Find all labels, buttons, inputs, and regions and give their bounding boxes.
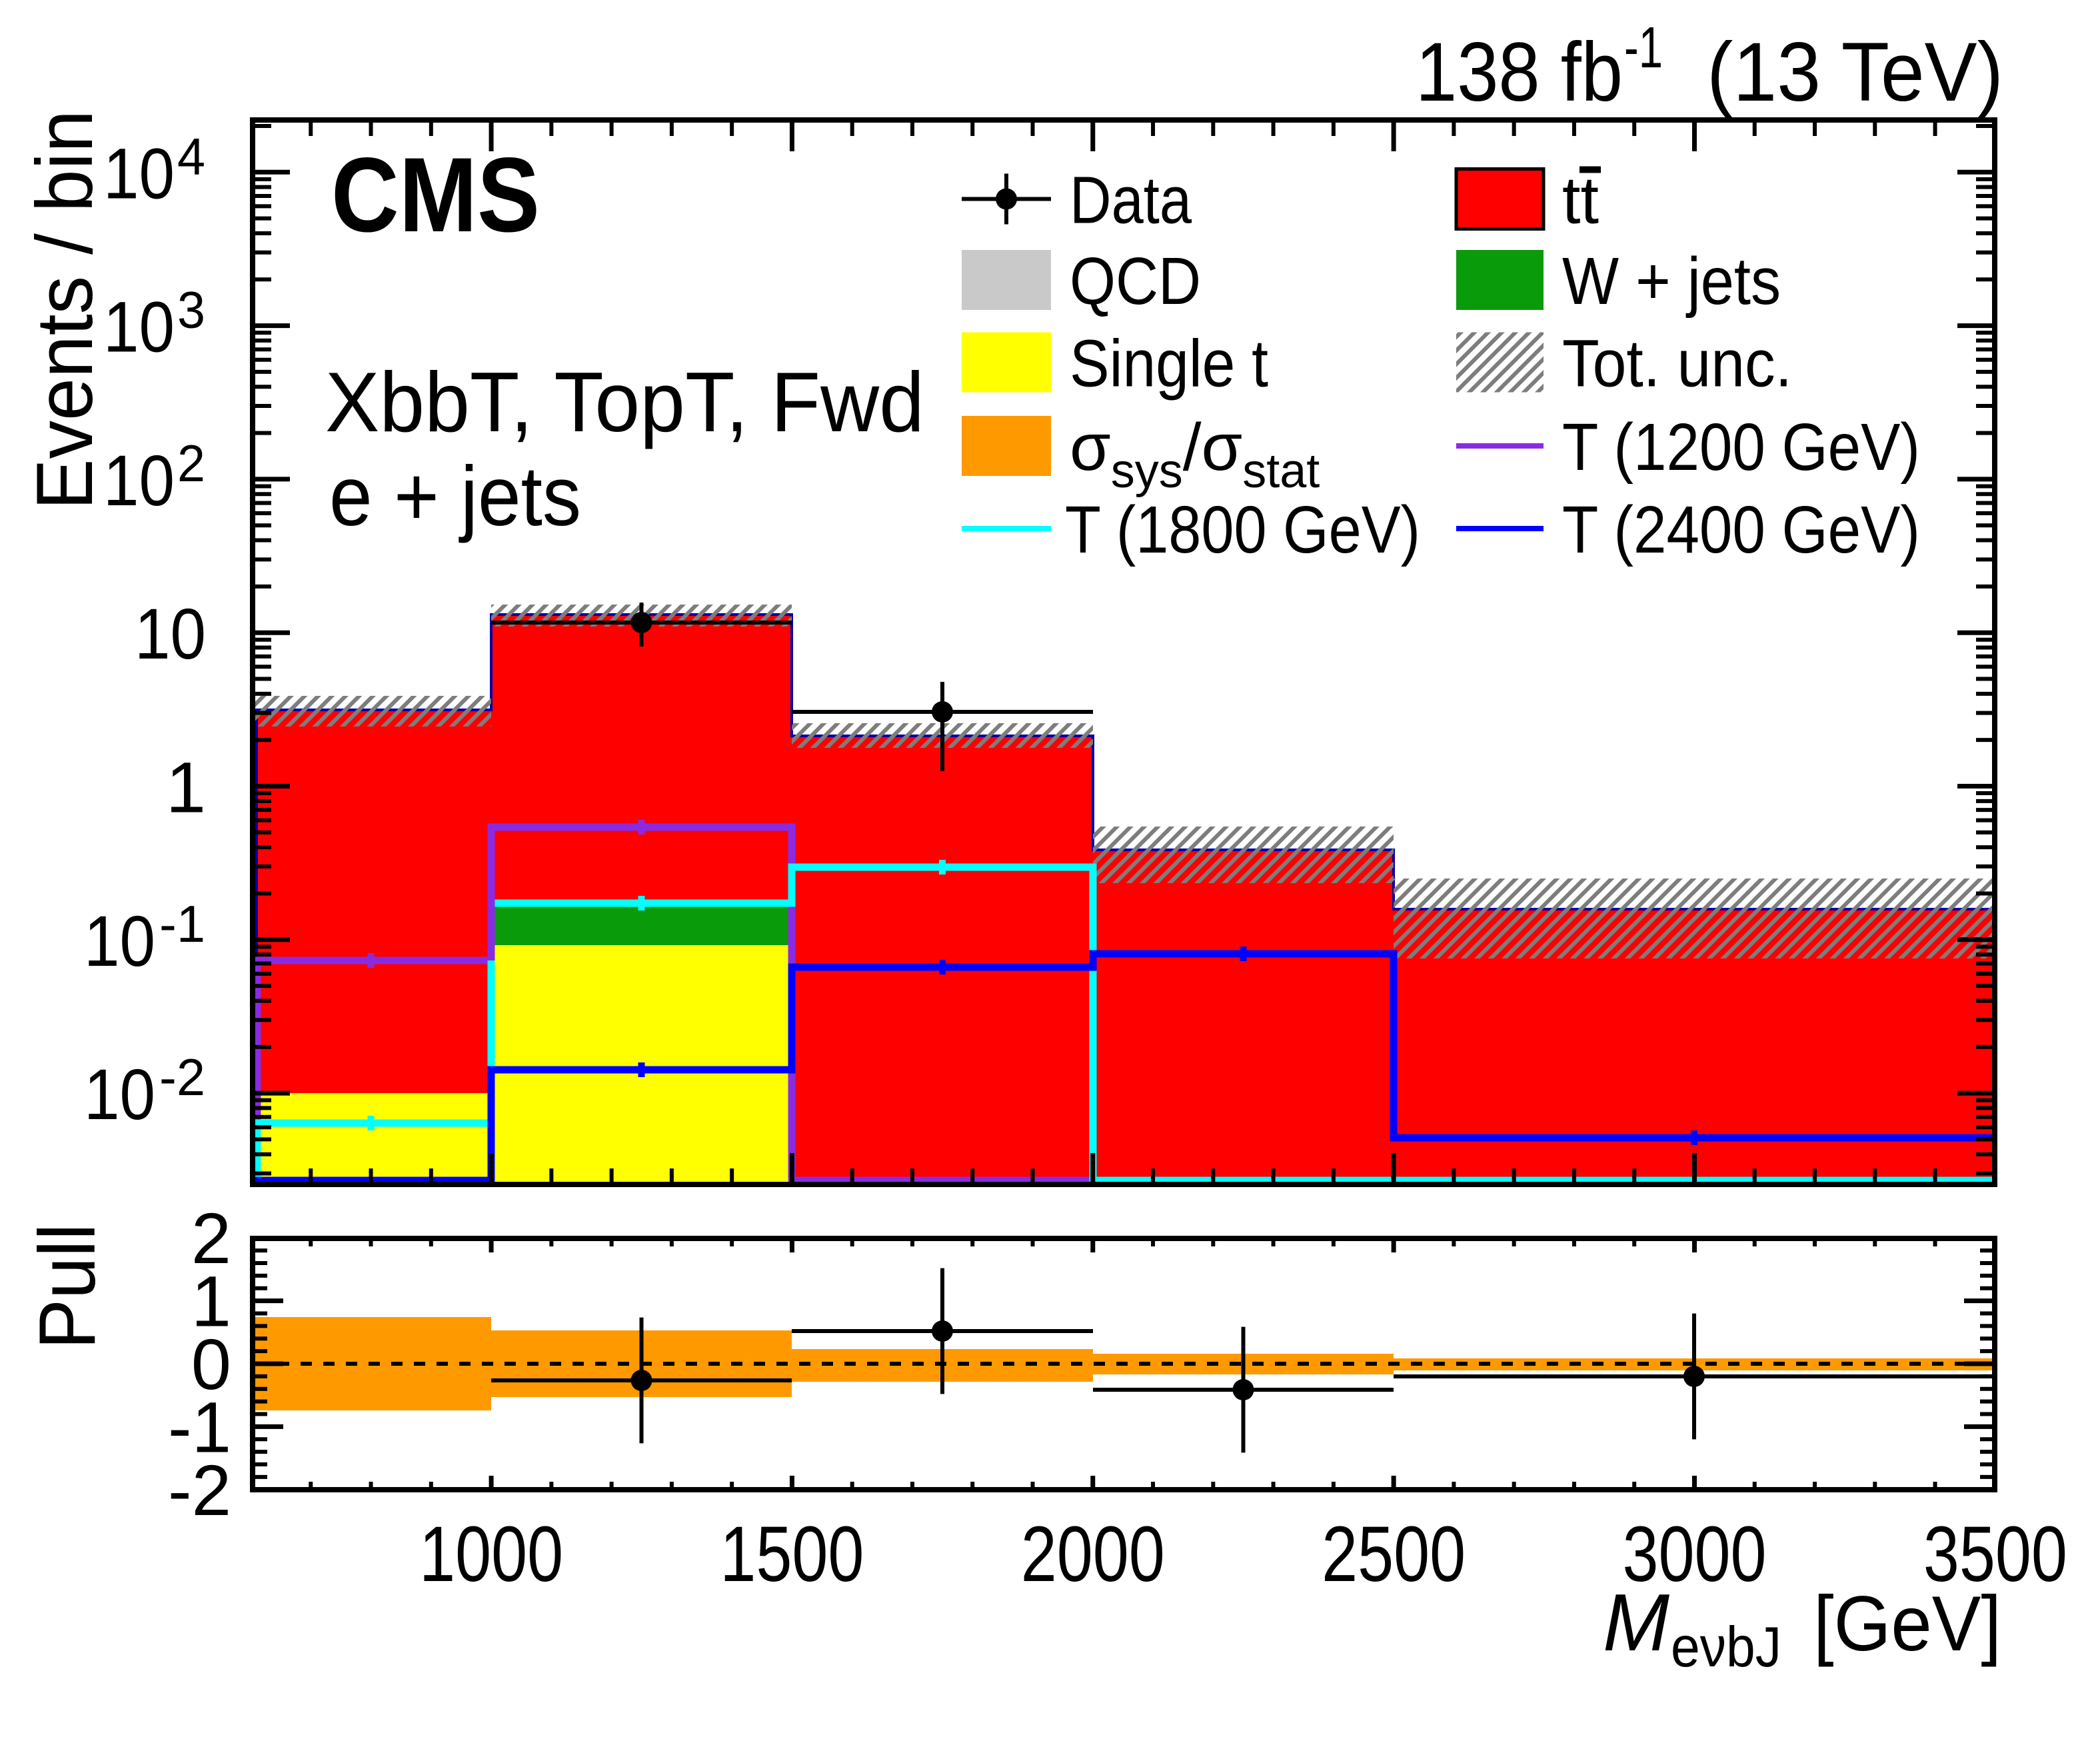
svg-text:1000: 1000 (419, 1510, 563, 1598)
svg-text:(13 TeV): (13 TeV) (1707, 26, 2003, 119)
svg-text:3000: 3000 (1622, 1510, 1766, 1598)
svg-text:tt: tt (1562, 163, 1599, 238)
svg-text:1500: 1500 (720, 1510, 864, 1598)
svg-text:T (1200 GeV): T (1200 GeV) (1562, 410, 1920, 485)
svg-text:10: 10 (103, 287, 175, 367)
svg-text:Data: Data (1070, 163, 1192, 238)
svg-text:CMS: CMS (331, 135, 540, 254)
svg-text:M: M (1603, 1577, 1669, 1668)
svg-text:2: 2 (177, 434, 205, 493)
svg-text:QCD: QCD (1070, 244, 1201, 319)
svg-text:2000: 2000 (1021, 1510, 1165, 1598)
svg-text:3500: 3500 (1923, 1510, 2067, 1598)
svg-text:XbbT, TopT, Fwd: XbbT, TopT, Fwd (325, 355, 924, 449)
svg-text:2500: 2500 (1322, 1510, 1466, 1598)
svg-text:Single t: Single t (1070, 327, 1268, 401)
svg-text:T (2400 GeV): T (2400 GeV) (1562, 493, 1920, 567)
svg-text:10: 10 (103, 133, 175, 213)
svg-text:e + jets: e + jets (329, 449, 581, 543)
svg-text:10: 10 (84, 900, 155, 981)
svg-text:-1: -1 (168, 1386, 231, 1467)
svg-text:eνbJ: eνbJ (1671, 1616, 1781, 1679)
svg-text:[GeV]: [GeV] (1813, 1580, 2001, 1667)
svg-text:4: 4 (177, 127, 205, 185)
svg-text:1: 1 (166, 747, 206, 828)
svg-text:1: 1 (191, 1261, 231, 1342)
svg-text:2: 2 (191, 1198, 231, 1278)
svg-text:10: 10 (84, 1054, 155, 1134)
svg-text:138 fb: 138 fb (1416, 26, 1623, 119)
svg-text:W + jets: W + jets (1562, 244, 1781, 319)
svg-text:-1: -1 (1624, 15, 1663, 80)
svg-text:Events / bin: Events / bin (20, 110, 109, 510)
svg-text:-2: -2 (168, 1450, 231, 1530)
svg-text:Pull: Pull (23, 1224, 112, 1350)
svg-text:10: 10 (103, 440, 175, 521)
svg-text:10: 10 (135, 593, 206, 674)
svg-text:3: 3 (177, 281, 205, 339)
svg-text:Tot. unc.: Tot. unc. (1562, 327, 1792, 401)
svg-text:T (1800 GeV): T (1800 GeV) (1065, 493, 1420, 567)
svg-text:0: 0 (191, 1324, 231, 1404)
svg-text:-2: -2 (159, 1048, 205, 1106)
svg-text:-1: -1 (159, 894, 205, 953)
